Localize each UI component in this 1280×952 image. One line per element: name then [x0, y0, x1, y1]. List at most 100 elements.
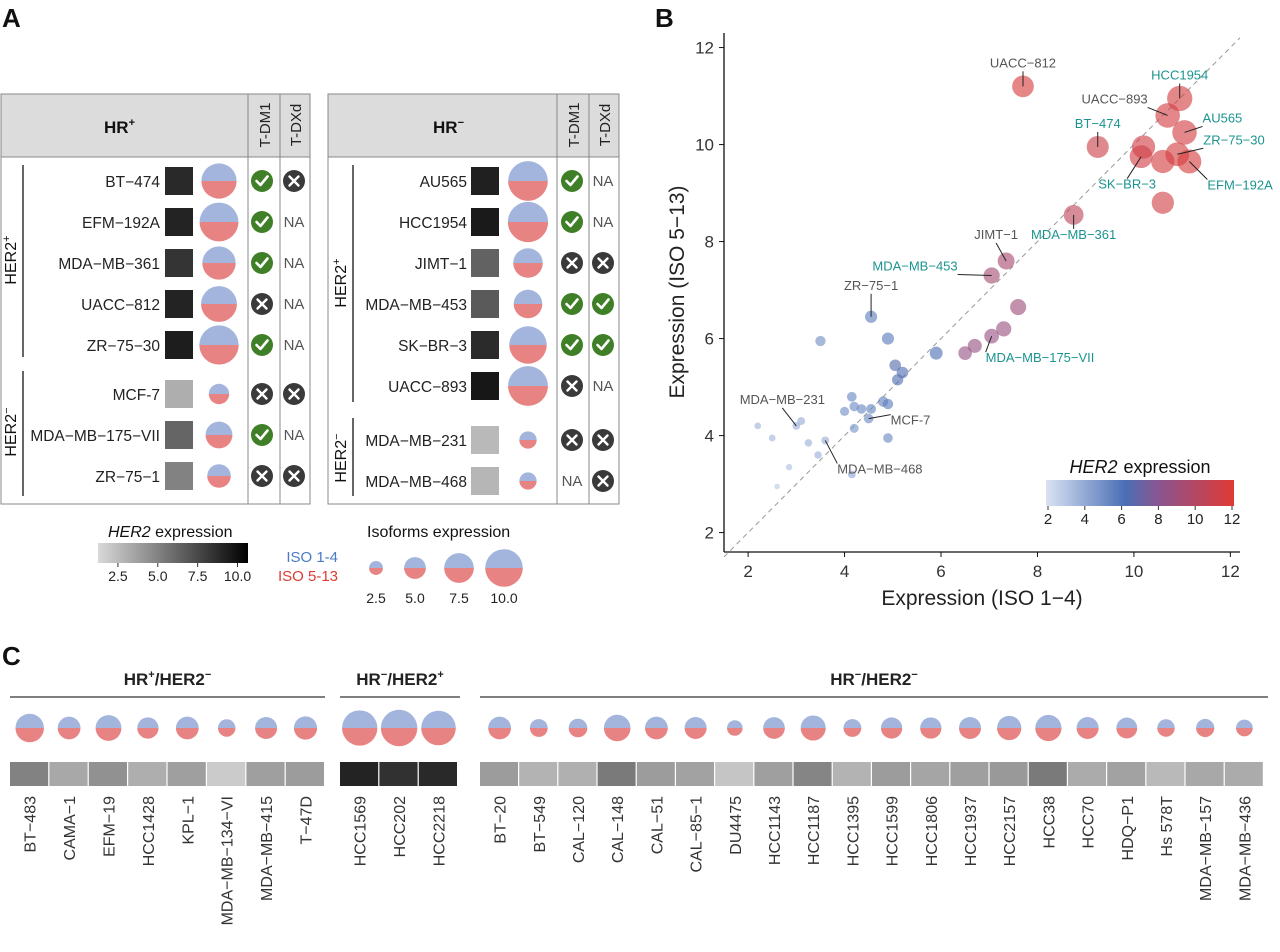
- right-table-header-hr: [328, 94, 557, 157]
- iso513-half: [201, 181, 237, 199]
- table-row: MDA−MB−453: [365, 289, 614, 319]
- iso14-half: [488, 716, 511, 728]
- her2-expression-tile: [950, 762, 989, 786]
- scatter-point: [785, 463, 793, 471]
- her2-expression-square: [165, 167, 193, 195]
- iso513-half: [508, 181, 548, 201]
- point-label: EFM−192A: [1207, 178, 1273, 193]
- iso513-half: [800, 728, 826, 741]
- point-label: SK−BR−3: [1098, 177, 1156, 192]
- iso513-half: [15, 728, 44, 743]
- isoform-circle: [1035, 714, 1062, 742]
- point-label: AU565: [1203, 110, 1243, 125]
- scatter-point: [997, 252, 1015, 270]
- legend-size-label: 7.5: [449, 590, 469, 606]
- her2-expression-square: [471, 167, 499, 195]
- her2-expression-square: [165, 462, 193, 490]
- na-text: NA: [562, 473, 583, 490]
- cell-line-name: MCF-7: [113, 387, 160, 404]
- cross-icon: [283, 383, 305, 405]
- cell-line-label: HCC1569: [353, 796, 370, 866]
- cell-line-name: EFM−192A: [82, 215, 161, 232]
- iso14-half: [421, 710, 456, 728]
- cell-line-name: MDA−MB−453: [365, 297, 467, 314]
- cross-icon: [251, 383, 273, 405]
- cell-line-name: HCC1954: [399, 215, 467, 232]
- color-legend-gradient: [1046, 480, 1234, 506]
- y-tick-label: 4: [705, 427, 714, 446]
- iso513-half: [645, 728, 668, 740]
- check-icon: [251, 334, 273, 356]
- isoform-circle: [603, 714, 631, 742]
- iso14-half: [205, 421, 233, 435]
- scatter-point: [1151, 149, 1175, 174]
- isoform-circle: [202, 246, 236, 280]
- her2-expression-square: [165, 421, 193, 449]
- isoform-circle: [763, 717, 785, 739]
- iso14-half: [201, 286, 237, 304]
- table-row: MDA−MB−231: [365, 426, 614, 454]
- legend-isoform-circle: [444, 553, 474, 583]
- check-icon: [561, 211, 583, 233]
- right-table-border: [327, 93, 620, 505]
- iso513-half: [1236, 728, 1253, 737]
- isoform-circle: [507, 201, 549, 243]
- iso513-half: [529, 728, 548, 737]
- cross-icon: [592, 252, 614, 274]
- cell-line-item: HCC1428: [128, 717, 167, 866]
- cell-line-label: HCC2218: [432, 796, 449, 866]
- iso14-half: [603, 714, 631, 728]
- iso14-half: [404, 557, 426, 568]
- iso14-half: [380, 709, 418, 728]
- isoform-circle: [529, 719, 548, 737]
- iso513-half: [509, 345, 547, 364]
- isoform-circle: [920, 717, 942, 739]
- her2-expression-square: [165, 331, 193, 359]
- her2-expression-tile: [1107, 762, 1146, 786]
- scatter-point: [996, 321, 1012, 337]
- cell-line-label: MDA−MB−134−VI: [220, 796, 237, 925]
- cell-line-name: MDA−MB−231: [365, 433, 467, 450]
- iso14-half: [1157, 719, 1175, 728]
- group-header: HR−/HER2+: [340, 669, 460, 698]
- na-text: NA: [284, 427, 305, 444]
- scatter-point: [958, 346, 972, 360]
- iso513-legend-label: ISO 5-13: [278, 568, 338, 585]
- isoform-circle: [95, 715, 122, 741]
- cell-line-item: BT−20: [480, 716, 518, 844]
- color-legend-tick-label: 8: [1154, 511, 1162, 528]
- her2-expression-tile: [1068, 762, 1106, 786]
- her2-expression-square: [471, 290, 499, 318]
- legend-isoform-circle: [404, 557, 426, 579]
- cell-line-name: UACC−893: [388, 379, 467, 396]
- cross-icon: [283, 465, 305, 487]
- her2-expression-square: [165, 290, 193, 318]
- iso14-half: [217, 719, 236, 728]
- x-tick-label: 8: [1033, 562, 1042, 581]
- iso14-half: [342, 710, 378, 728]
- cell-line-label: BT−483: [23, 796, 40, 853]
- iso513-half: [208, 394, 230, 405]
- left-table-header-tdxd: [280, 94, 310, 157]
- isoform-circle: [958, 716, 982, 740]
- table-row: MCF-7: [113, 380, 305, 408]
- table-row: UACC−893 NA: [388, 366, 613, 406]
- iso14-half: [369, 561, 383, 568]
- label-leader-line: [957, 274, 992, 277]
- check-icon: [251, 252, 273, 274]
- label-leader-line: [1147, 106, 1168, 116]
- cross-icon: [561, 375, 583, 397]
- iso513-half: [199, 345, 239, 365]
- cell-line-label: MDA−MB−436: [1237, 796, 1254, 901]
- scatter-point: [856, 404, 867, 414]
- iso513-half: [404, 568, 426, 579]
- cell-line-label: CAL−51: [649, 796, 666, 854]
- cell-line-name: MDA−MB−361: [58, 256, 160, 273]
- scatter-point: [754, 422, 762, 430]
- isoform-circle: [199, 325, 239, 365]
- scatter-point: [774, 483, 780, 490]
- iso14-half: [485, 549, 523, 568]
- scatter-point: [804, 439, 813, 447]
- cell-line-item: HCC1937: [950, 716, 989, 866]
- x-tick-label: 2: [743, 562, 752, 581]
